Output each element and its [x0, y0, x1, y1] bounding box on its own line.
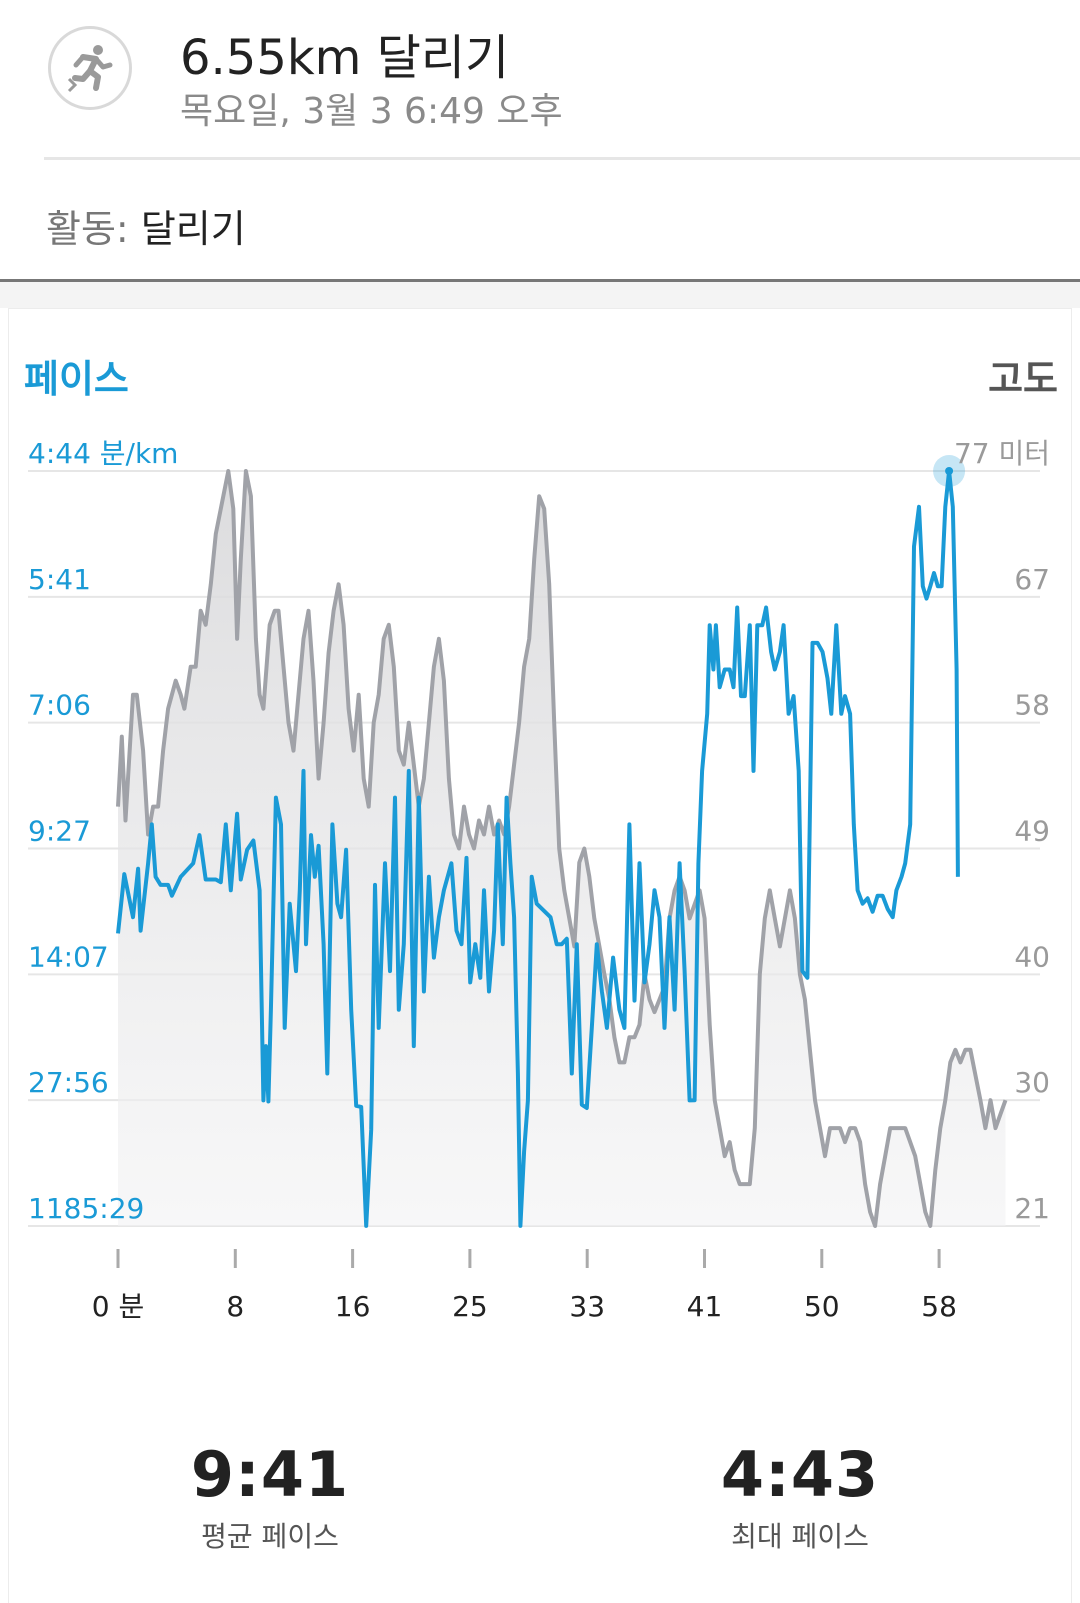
elevation-axis-tick-label: 77 미터 [954, 437, 1050, 470]
x-axis-tick-label: 33 [569, 1290, 605, 1320]
pace-axis-tick-label: 4:44 분/km [28, 437, 178, 470]
elevation-axis-tick-label: 67 [1014, 563, 1050, 596]
pace-axis-tick-label: 14:07 [28, 940, 109, 973]
max-pace-label: 최대 페이스 [731, 1520, 869, 1553]
x-axis-tick-label: 25 [452, 1290, 488, 1320]
activity-type-row: 활동: 달리기 [46, 198, 246, 253]
elevation-axis-tick-label: 58 [1014, 689, 1050, 722]
x-axis-tick-label: 50 [804, 1290, 840, 1320]
x-axis-tick-label: 8 [226, 1290, 244, 1320]
pace-axis-tick-label: 5:41 [28, 563, 91, 596]
activity-header: 6.55km 달리기 목요일, 3월 3 6:49 오후 [0, 0, 1080, 160]
divider [44, 157, 1080, 160]
pace-tab-title[interactable]: 페이스 [24, 357, 129, 401]
avg-pace-value: 9:41 [190, 1438, 350, 1511]
max-pace-marker [945, 467, 954, 475]
activity-title: 6.55km 달리기 [180, 30, 510, 86]
avg-pace-stat: 9:41 평균 페이스 [140, 1438, 400, 1555]
pace-elevation-chart[interactable]: 4:44 분/km 5:41 7:06 9:27 14:07 27:56 1185:29 77… [0, 420, 1080, 1320]
pace-series-line [116, 469, 960, 1228]
avg-pace-label: 평균 페이스 [201, 1520, 339, 1553]
x-axis-tick-label: 41 [687, 1290, 723, 1320]
divider [0, 279, 1080, 282]
section-gap [0, 282, 1080, 308]
activity-type-value: 달리기 [140, 207, 246, 251]
pace-axis-tick-label: 1185:29 [28, 1192, 144, 1225]
x-axis-tick-label: 58 [921, 1290, 957, 1320]
elevation-axis-tick-label: 30 [1014, 1066, 1050, 1099]
elevation-area [118, 471, 1006, 1226]
pace-axis-tick-label: 7:06 [28, 689, 91, 722]
elevation-axis-tick-label: 40 [1014, 940, 1050, 973]
activity-type-label: 활동: [46, 207, 129, 251]
max-pace-value: 4:43 [720, 1438, 880, 1511]
x-axis-tick-label: 0 분 [92, 1290, 144, 1320]
pace-axis-tick-label: 9:27 [28, 815, 91, 848]
elevation-axis-tick-label: 21 [1014, 1192, 1050, 1225]
max-pace-stat: 4:43 최대 페이스 [670, 1438, 930, 1555]
elevation-axis-tick-label: 49 [1014, 815, 1050, 848]
pace-axis-tick-label: 27:56 [28, 1066, 109, 1099]
elevation-tab-title[interactable]: 고도 [988, 357, 1058, 401]
activity-date: 목요일, 3월 3 6:49 오후 [180, 91, 563, 132]
x-axis-tick-label: 16 [335, 1290, 371, 1320]
running-person-icon [48, 26, 132, 110]
elevation-series-line [116, 469, 1008, 1228]
